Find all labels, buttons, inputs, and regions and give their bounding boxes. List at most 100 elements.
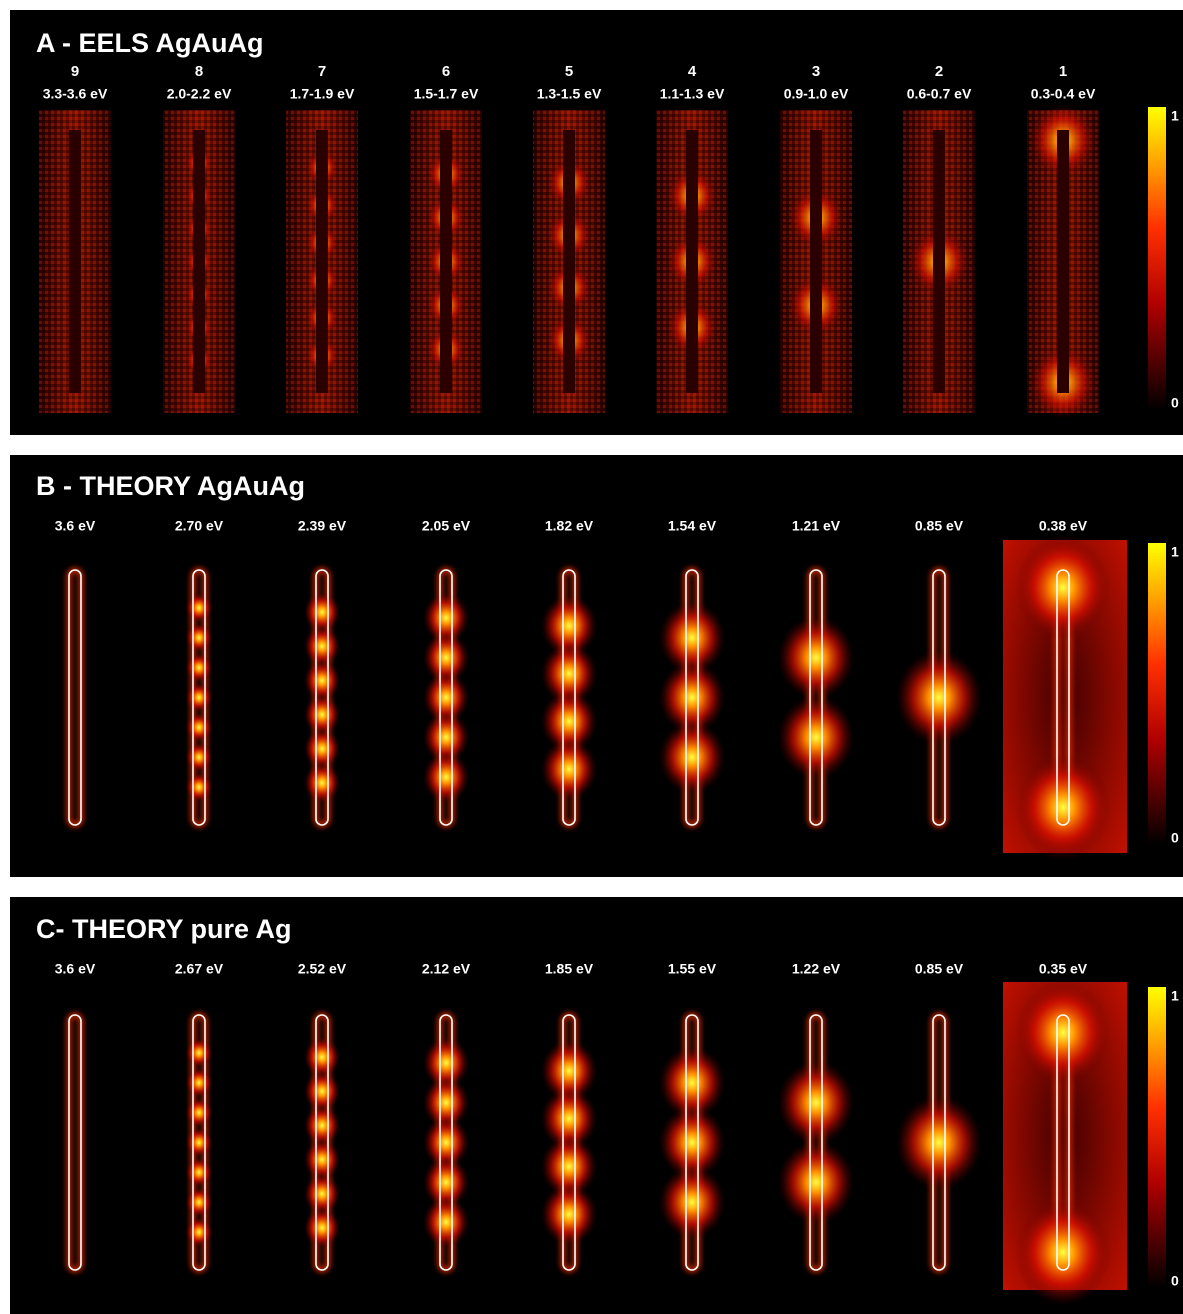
mode-energy: 1.85 eV (545, 961, 594, 977)
particle-shadow (316, 130, 328, 393)
mode-energy: 2.12 eV (422, 961, 471, 977)
hotspot (1015, 535, 1111, 641)
hotspot (659, 1166, 725, 1239)
hotspot (304, 1071, 340, 1111)
hotspot (304, 660, 340, 700)
panel-title: C- THEORY pure Ag (36, 914, 292, 944)
mode-number: 3 (812, 63, 820, 80)
hotspot (304, 592, 340, 632)
panel-title: B - THEORY AgAuAg (36, 471, 305, 501)
mode-number: 1 (1059, 63, 1067, 80)
mode-energy: 1.54 eV (668, 518, 717, 534)
hotspot (304, 626, 340, 666)
particle-shadow (69, 130, 81, 393)
mode-number: 5 (565, 63, 573, 80)
hotspot (659, 721, 725, 794)
hotspot (304, 695, 340, 735)
hotspot (423, 752, 469, 803)
mode-energy: 1.21 eV (792, 518, 841, 534)
particle-shadow (440, 130, 452, 393)
hotspot (1015, 754, 1111, 860)
mode-energy: 1.55 eV (668, 961, 717, 977)
hotspot (423, 1197, 469, 1248)
figure: A - EELS AgAuAg 9 3.3-3.6 eV 8 2.0-2.2 eV 7 1.… (0, 0, 1183, 1314)
hotspot (541, 1183, 597, 1245)
colorbar (1148, 987, 1166, 1288)
mode-energy: 0.85 eV (915, 518, 964, 534)
mode-energy: 2.05 eV (422, 518, 471, 534)
hotspot (304, 1105, 340, 1145)
particle-shadow (193, 130, 205, 393)
hotspot (186, 683, 212, 712)
mode-energy: 1.82 eV (545, 518, 594, 534)
particle-shadow (810, 130, 822, 393)
mode-energy: 1.22 eV (792, 961, 841, 977)
mode-energy: 2.52 eV (298, 961, 347, 977)
particle-shadow (933, 130, 945, 393)
colorbar-min: 0 (1171, 395, 1179, 411)
hotspot (186, 713, 212, 742)
mode-energy: 2.0-2.2 eV (167, 86, 232, 102)
colorbar-max: 1 (1171, 544, 1179, 560)
hotspot (186, 623, 212, 652)
mode-energy: 0.38 eV (1039, 518, 1088, 534)
panel-title: A - EELS AgAuAg (36, 28, 263, 58)
colorbar-max: 1 (1171, 988, 1179, 1004)
mode-energy: 0.35 eV (1039, 961, 1088, 977)
colorbar-min: 0 (1171, 830, 1179, 846)
hotspot (778, 616, 854, 700)
hotspot (778, 1140, 854, 1224)
hotspot (186, 1218, 212, 1247)
particle-shadow (563, 130, 575, 393)
hotspot (186, 1068, 212, 1097)
hotspot (186, 1128, 212, 1157)
hotspot (186, 653, 212, 682)
hotspot (186, 1158, 212, 1187)
mode-energy: 1.1-1.3 eV (660, 86, 725, 102)
hotspot (304, 729, 340, 769)
hotspot (1015, 980, 1111, 1086)
hotspot (304, 1174, 340, 1214)
hotspot (896, 650, 982, 745)
mode-number: 9 (71, 63, 79, 80)
hotspot (186, 1188, 212, 1217)
particle-shadow (686, 130, 698, 393)
colorbar (1148, 543, 1166, 845)
hotspot (186, 593, 212, 622)
hotspot (304, 1037, 340, 1077)
hotspot (778, 1061, 854, 1145)
mode-number: 7 (318, 63, 326, 80)
mode-energy: 0.9-1.0 eV (784, 86, 849, 102)
mode-energy: 1.7-1.9 eV (290, 86, 355, 102)
hotspot (304, 1140, 340, 1180)
mode-number: 8 (195, 63, 203, 80)
hotspot (186, 773, 212, 802)
mode-energy: 1.3-1.5 eV (537, 86, 602, 102)
hotspot (304, 1208, 340, 1248)
hotspot (541, 738, 597, 800)
hotspot (304, 763, 340, 803)
hotspot (1015, 1199, 1111, 1305)
mode-energy: 2.70 eV (175, 518, 224, 534)
mode-energy: 3.3-3.6 eV (43, 86, 108, 102)
hotspot (186, 743, 212, 772)
hotspot (186, 1098, 212, 1127)
particle-shadow (1057, 130, 1069, 393)
mode-number: 6 (442, 63, 450, 80)
mode-energy: 0.85 eV (915, 961, 964, 977)
mode-number: 4 (688, 63, 697, 80)
mode-energy: 0.6-0.7 eV (907, 86, 972, 102)
hotspot (186, 1038, 212, 1067)
mode-energy: 2.39 eV (298, 518, 347, 534)
mode-energy: 1.5-1.7 eV (414, 86, 479, 102)
colorbar-max: 1 (1171, 108, 1179, 124)
hotspot (778, 695, 854, 779)
hotspot (896, 1095, 982, 1190)
mode-energy: 2.67 eV (175, 961, 224, 977)
mode-energy: 3.6 eV (55, 518, 96, 534)
mode-energy: 0.3-0.4 eV (1031, 86, 1096, 102)
mode-number: 2 (935, 63, 943, 80)
colorbar-min: 0 (1171, 1273, 1179, 1289)
colorbar (1148, 107, 1166, 410)
mode-energy: 3.6 eV (55, 961, 96, 977)
